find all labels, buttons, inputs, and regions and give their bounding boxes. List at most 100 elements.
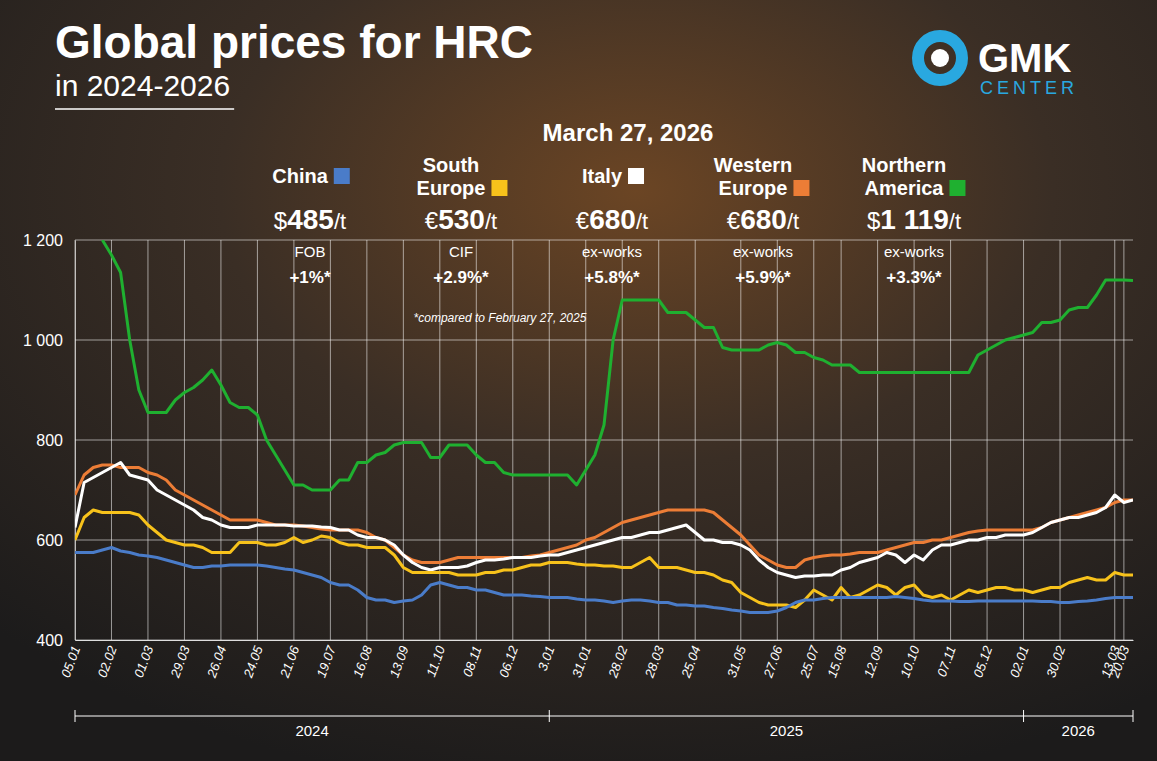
grid-line-x <box>293 240 294 640</box>
subtitle: in 2024-2026 <box>55 69 230 102</box>
x-tick-label: 29.03 <box>167 643 193 680</box>
legend-swatch <box>628 168 644 184</box>
x-tick-label: 06.12 <box>496 643 521 679</box>
x-axis: 05.0102.0201.0329.0326.0424.0521.0619.07… <box>58 640 1133 681</box>
x-tick-label: 20.03 <box>1107 643 1133 680</box>
grid-line-x <box>841 240 842 640</box>
y-tick-label: 1 000 <box>23 332 63 349</box>
x-tick-label: 28.03 <box>641 643 667 680</box>
logo-name: GMK <box>978 36 1071 80</box>
x-tick: 19.07 <box>313 640 338 680</box>
x-tick: 20.03 <box>1107 640 1133 681</box>
x-tick: 28.03 <box>641 640 667 681</box>
price-unit: /t <box>485 209 497 234</box>
x-tick: 07.11 <box>934 640 959 679</box>
x-group-tick <box>1023 710 1024 722</box>
x-tick-label: 26.04 <box>204 644 230 681</box>
x-group-label: 2024 <box>295 722 328 739</box>
x-tick-label: 21.06 <box>277 643 303 680</box>
x-tick-label: 13.09 <box>386 644 411 680</box>
grid-line-y <box>75 240 1133 241</box>
x-tick-label: 28.02 <box>605 643 631 680</box>
legend-label: SouthEurope <box>417 154 486 199</box>
series-line <box>75 510 1133 608</box>
x-tick-label: 15.08 <box>824 643 849 679</box>
legend-item: NorthernAmerica$1 119/tex-works+3.3%* <box>862 154 966 287</box>
legend-basis: CIF <box>449 243 473 260</box>
x-tick: 26.04 <box>204 640 230 681</box>
grid-line-x <box>111 240 112 640</box>
x-group-label: 2026 <box>1062 722 1095 739</box>
x-tick-label: 30.02 <box>1043 643 1068 679</box>
price-unit: /t <box>334 209 346 234</box>
price-currency: $ <box>867 207 880 234</box>
grid-line-x <box>987 240 988 640</box>
x-tick-label: 08.11 <box>460 644 485 679</box>
y-axis: 400 600 800 1 000 1 200 <box>23 232 76 649</box>
title: Global prices for HRC <box>55 16 533 68</box>
y-tick-label: 800 <box>36 432 63 449</box>
price-value: 680 <box>589 204 636 235</box>
grid <box>75 240 1133 640</box>
legend-change: +2.9%* <box>433 268 489 287</box>
legend-price: €680/t <box>727 204 799 235</box>
x-tick-label: 16.08 <box>350 643 375 679</box>
grid-line-y <box>75 640 1133 641</box>
x-tick-label: 27.06 <box>760 643 786 680</box>
x-group-bracket <box>75 716 1133 717</box>
legend-item: Italy€680/tex-works+5.8%* <box>576 165 648 287</box>
x-tick-label: 25.04 <box>678 644 704 681</box>
x-tick: 21.06 <box>277 640 303 681</box>
legend-label: NorthernAmerica <box>862 154 946 199</box>
x-tick: 05.01 <box>58 640 83 680</box>
legend-change: +5.9%* <box>735 268 791 287</box>
legend-change: +1%* <box>289 268 330 287</box>
chart: Global prices for HRCin 2024-2026GMKCENT… <box>0 0 1157 761</box>
x-tick: 31.01 <box>569 640 594 680</box>
legend-basis: FOB <box>295 243 326 260</box>
legend-price: $485/t <box>274 204 346 235</box>
x-tick-label: 07.11 <box>934 644 959 679</box>
grid-line-x <box>549 240 550 640</box>
legend-price: €680/t <box>576 204 648 235</box>
grid-line-x <box>403 240 404 640</box>
grid-line-x <box>914 240 915 640</box>
grid-line-y <box>75 340 1133 341</box>
grid-line-x <box>813 240 814 640</box>
y-tick-label: 400 <box>36 632 63 649</box>
x-tick: 25.04 <box>678 640 704 681</box>
y-tick: 1 200 <box>23 232 75 249</box>
x-tick-label: 11.10 <box>423 643 448 679</box>
x-tick: 02.01 <box>1007 640 1032 680</box>
legend-change: +5.8%* <box>584 268 640 287</box>
x-groups: 202420252026 <box>75 710 1133 739</box>
grid-line-x <box>1060 240 1061 640</box>
price-currency: € <box>576 207 590 234</box>
price-unit: /t <box>636 209 648 234</box>
legend-price: €530/t <box>425 204 497 235</box>
series-line <box>75 465 1133 568</box>
grid-line-x <box>695 240 696 640</box>
y-tick-label: 1 200 <box>23 232 63 249</box>
x-tick: 08.11 <box>460 640 485 679</box>
grid-line-x <box>147 240 148 640</box>
date-label: March 27, 2026 <box>543 119 714 146</box>
subtitle-underline <box>55 108 234 110</box>
x-tick: 28.02 <box>605 640 631 681</box>
legend-price: $1 119/t <box>867 204 961 235</box>
x-tick: 11.10 <box>423 640 448 679</box>
series-line <box>75 463 1133 578</box>
x-tick-label: 31.05 <box>724 643 749 679</box>
grid-line-x <box>439 240 440 640</box>
legend-basis: ex-works <box>884 243 944 260</box>
legend-item: SouthEurope €530/t CIF +2.9%* <box>417 154 508 287</box>
series-line <box>102 240 1133 490</box>
x-tick-label: 01.03 <box>131 643 156 679</box>
x-tick: 13.09 <box>386 640 411 680</box>
price-unit: /t <box>787 209 799 234</box>
x-tick-label: 02.02 <box>95 643 120 679</box>
price-currency: $ <box>274 207 287 234</box>
x-group-tick <box>549 710 550 722</box>
x-tick: 30.02 <box>1043 640 1068 680</box>
y-tick: 600 <box>36 532 75 549</box>
